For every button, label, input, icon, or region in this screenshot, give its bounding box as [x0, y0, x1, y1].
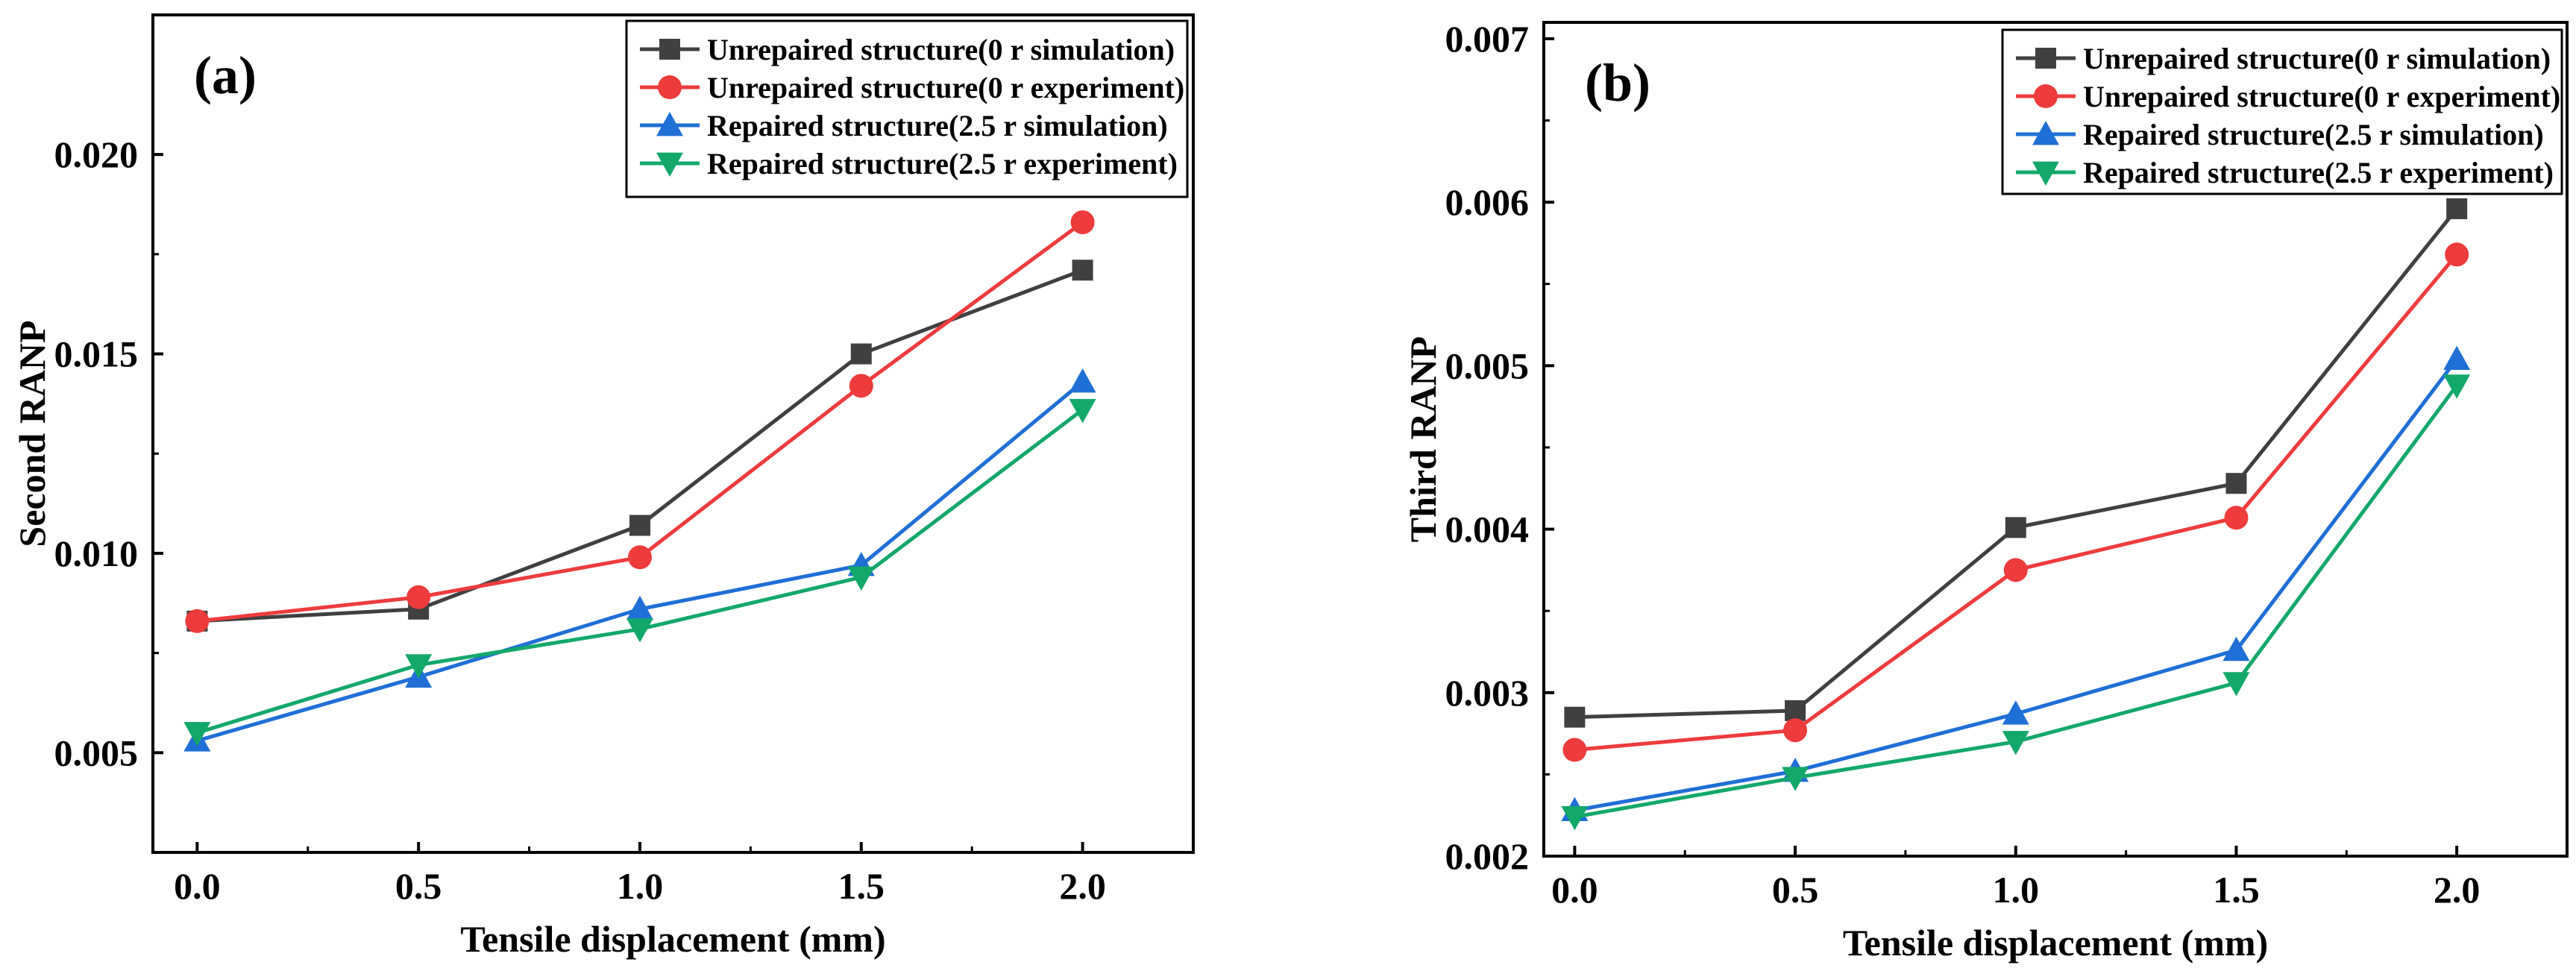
x-tick-label: 2.0 [1059, 865, 1106, 907]
series-4 [1561, 374, 2471, 831]
series-4 [183, 399, 1096, 747]
series-line [1574, 253, 2459, 752]
legend-marker [656, 152, 683, 177]
x-tick-label: 1.0 [1993, 869, 2040, 911]
x-axis-title: Tensile displacement (mm) [1843, 922, 2268, 964]
data-point [2446, 198, 2468, 219]
x-tick-label: 0.0 [174, 865, 221, 907]
legend-marker [658, 75, 682, 99]
data-point [2443, 345, 2471, 370]
series-1 [1564, 198, 2468, 728]
legend-label: Repaired structure(2.5 r simulation) [707, 109, 1168, 142]
data-point [626, 595, 653, 620]
legend-marker [659, 39, 680, 60]
data-point [2005, 517, 2026, 538]
legend-box [625, 19, 1189, 198]
y-tick-label: 0.020 [54, 133, 139, 175]
series-2 [1562, 242, 2469, 762]
y-tick-label: 0.007 [1445, 18, 1530, 60]
panel-label: (a) [194, 45, 257, 105]
legend: Unrepaired structure(0 r simulation) Unre… [625, 19, 1189, 198]
y-tick-label: 0.003 [1445, 672, 1530, 714]
data-point [2445, 242, 2469, 267]
y-tick-label: 0.005 [54, 732, 139, 773]
y-tick-label: 0.005 [1445, 345, 1530, 386]
data-point [849, 374, 873, 398]
data-point [627, 545, 652, 570]
data-point [1562, 738, 1587, 762]
y-axis-title: Second RANP [11, 320, 53, 547]
data-point [847, 566, 875, 591]
y-tick-label: 0.004 [1445, 509, 1530, 550]
data-point [1070, 210, 1095, 235]
legend-marker [2034, 84, 2058, 108]
series-line [1574, 207, 2459, 720]
data-point [2002, 700, 2029, 725]
legend-label: Unrepaired structure(0 r simulation) [707, 33, 1175, 66]
y-axis-title: Third RANP [1402, 336, 1444, 542]
x-tick-label: 1.0 [617, 865, 664, 907]
panel-label: (b) [1585, 53, 1650, 113]
data-point [1783, 718, 1808, 743]
data-point [1072, 260, 1093, 281]
legend-label: Repaired structure(2.5 r simulation) [2083, 118, 2544, 151]
series-2 [185, 210, 1095, 633]
legend-label: Unrepaired structure(0 r experiment) [707, 71, 1184, 104]
data-point [405, 654, 433, 679]
legend: Unrepaired structure(0 r simulation) Unre… [2001, 28, 2563, 195]
legend-box [2001, 28, 2563, 195]
legend-marker [656, 112, 683, 136]
data-point [850, 343, 872, 365]
y-tick-label: 0.015 [54, 333, 139, 375]
data-point [2225, 473, 2247, 494]
data-point [1785, 700, 1806, 721]
data-point [1069, 399, 1096, 424]
legend-marker [2035, 48, 2056, 69]
chart-panel-a: 0.0 0.5 1.0 1.5 2.0 0.005 0.010 0.015 0.020 Tensi… [11, 13, 1195, 960]
legend-marker [2032, 161, 2059, 186]
data-point [2222, 672, 2250, 697]
legend-label: Repaired structure(2.5 r experiment) [2083, 156, 2554, 189]
plot-frame [151, 13, 1195, 854]
data-point [1782, 767, 1809, 791]
x-axis-title: Tensile displacement (mm) [460, 918, 885, 960]
x-tick-label: 0.0 [1551, 869, 1598, 911]
x-tick-label: 2.0 [2434, 869, 2481, 911]
data-point [185, 609, 210, 633]
x-tick-label: 0.5 [395, 865, 442, 907]
data-point [406, 585, 431, 609]
plot-frame [1542, 21, 2569, 858]
data-point [1561, 805, 1589, 831]
y-tick-label: 0.010 [54, 532, 139, 574]
data-point [183, 722, 211, 747]
legend-label: Unrepaired structure(0 r simulation) [2083, 42, 2551, 75]
legend-marker [2032, 121, 2059, 145]
x-tick-label: 0.5 [1772, 869, 1819, 911]
x-tick-label: 1.5 [2213, 869, 2260, 911]
data-point [1069, 368, 1096, 393]
chart-panel-b: 0.0 0.5 1.0 1.5 2.0 0.002 0.003 0.004 0.005 0.006… [1402, 18, 2569, 964]
data-point [629, 515, 650, 536]
data-point [2443, 374, 2471, 399]
x-tick-label: 1.5 [838, 865, 885, 907]
data-point [626, 618, 653, 643]
series-line [196, 408, 1084, 735]
legend-label: Unrepaired structure(0 r experiment) [2083, 80, 2560, 113]
data-point [2224, 506, 2249, 530]
data-point [2222, 636, 2250, 661]
legend-label: Repaired structure(2.5 r experiment) [707, 147, 1178, 180]
y-tick-label: 0.006 [1445, 181, 1530, 223]
data-point [1564, 706, 1586, 728]
data-point [2003, 558, 2028, 582]
data-point [2002, 731, 2029, 755]
series-1 [186, 260, 1093, 632]
y-tick-label: 0.002 [1445, 835, 1530, 877]
